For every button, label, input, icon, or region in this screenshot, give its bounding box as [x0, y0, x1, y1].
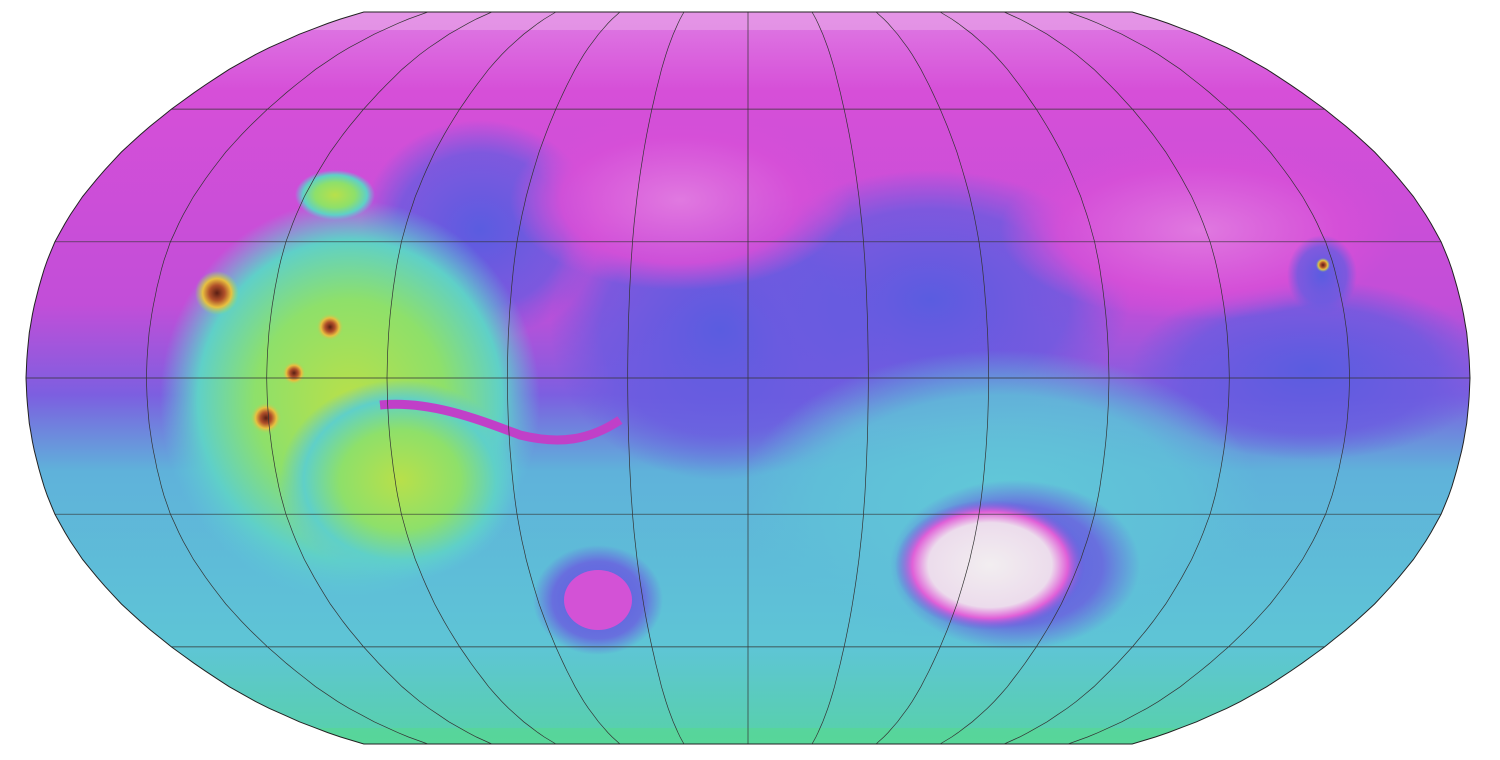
argyre-basin — [564, 570, 632, 630]
elysium-mons — [1316, 258, 1330, 272]
eastern-highlands-region — [1130, 280, 1470, 460]
valles-marineris — [379, 399, 623, 445]
olympus-mons — [195, 271, 239, 315]
map-outline — [25, 11, 1471, 745]
pavonis-mons — [282, 361, 306, 385]
graticule — [26, 11, 1470, 745]
hellas-basin — [895, 500, 1085, 630]
elysium-rise — [1287, 235, 1357, 315]
north-polar-cap — [26, 12, 1470, 30]
acidalia-planitia — [510, 110, 850, 290]
ascraeus-mons — [316, 313, 344, 341]
syria-planum — [280, 380, 520, 580]
alba-mons — [295, 170, 375, 220]
arsia-mons — [250, 402, 282, 434]
